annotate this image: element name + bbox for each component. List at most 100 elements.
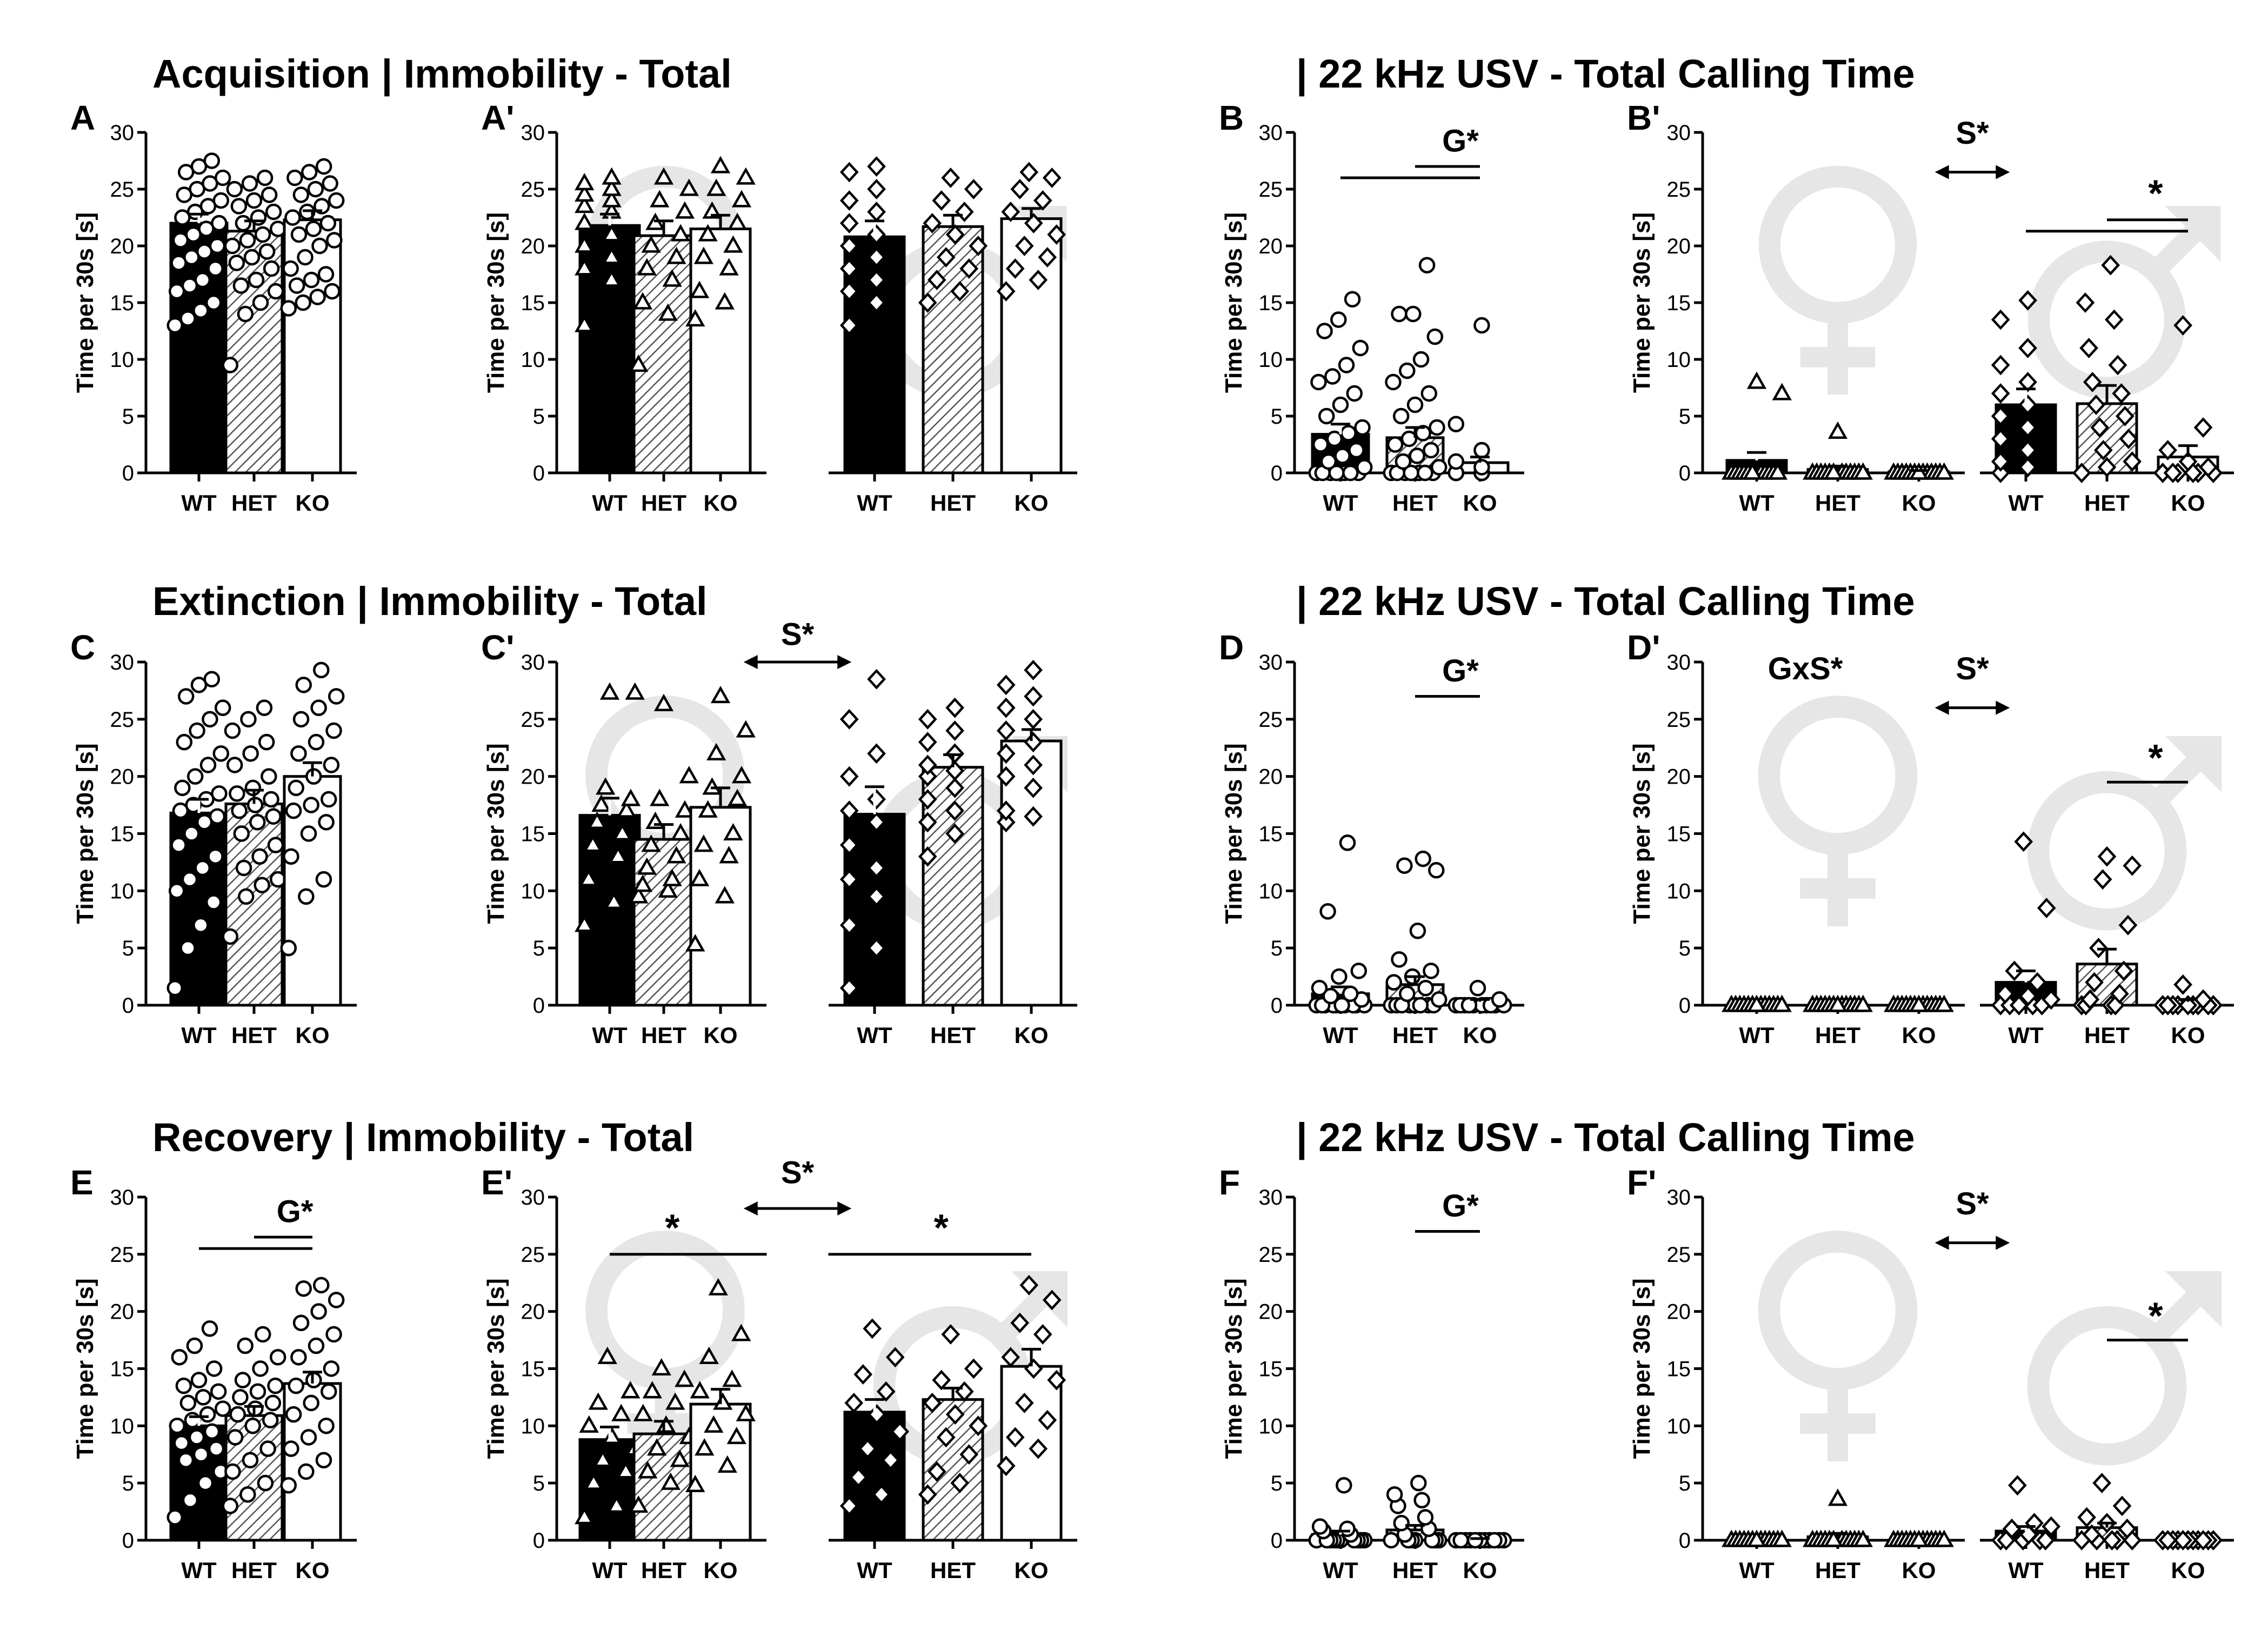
panel-label: A xyxy=(70,98,95,137)
y-tick-label: 5 xyxy=(533,405,545,429)
circle-marker-icon xyxy=(1311,980,1328,997)
circle-marker-icon xyxy=(258,733,275,751)
diamond-marker-icon xyxy=(2158,440,2177,460)
diamond-marker-icon xyxy=(918,292,937,313)
circle-marker-icon xyxy=(282,260,299,277)
circle-marker-icon xyxy=(269,871,286,888)
circle-marker-icon xyxy=(1395,453,1412,470)
circle-marker-icon xyxy=(1473,442,1490,459)
circle-marker-icon xyxy=(295,677,312,693)
circle-marker-icon xyxy=(1356,459,1373,476)
circle-marker-icon xyxy=(238,888,255,905)
circle-marker-icon xyxy=(309,289,326,305)
circle-marker-icon xyxy=(1310,373,1327,391)
y-tick-label: 5 xyxy=(122,937,134,960)
circle-marker-icon xyxy=(265,203,282,220)
circle-marker-icon xyxy=(234,1372,251,1388)
diamond-marker-icon xyxy=(839,315,859,336)
diamond-marker-icon xyxy=(839,162,859,183)
circle-marker-icon xyxy=(202,711,218,728)
x-tick-label: KO xyxy=(2171,1558,2205,1583)
x-tick-label: WT xyxy=(1323,1558,1358,1583)
y-tick-label: 5 xyxy=(533,937,545,960)
circle-marker-icon xyxy=(1426,328,1444,345)
panel-label: C' xyxy=(481,628,514,667)
diamond-marker-icon xyxy=(1015,1393,1034,1413)
diamond-marker-icon xyxy=(867,224,886,245)
circle-marker-icon xyxy=(205,294,222,311)
chart-panel-C2: C' Time per 30s [s] 0 5 10 15 20 25 30 WT HET KO WT H… xyxy=(481,617,1077,1048)
triangle-marker-icon xyxy=(713,1392,733,1410)
diamond-marker-icon xyxy=(932,190,951,211)
y-axis-label: Time per 30s [s] xyxy=(1220,212,1247,393)
circle-marker-icon xyxy=(230,198,248,215)
y-tick-label: 0 xyxy=(533,462,545,485)
triangle-marker-icon xyxy=(1772,994,1792,1012)
y-tick-label: 15 xyxy=(1667,291,1691,315)
y-tick-label: 30 xyxy=(1259,1186,1283,1209)
diamond-marker-icon xyxy=(1024,806,1043,827)
y-tick-label: 25 xyxy=(1667,178,1691,202)
circle-marker-icon xyxy=(300,1429,317,1446)
x-tick-label: HET xyxy=(641,1558,686,1583)
diamond-marker-icon xyxy=(2027,972,2047,993)
significance-label: S* xyxy=(781,1155,815,1191)
circle-marker-icon xyxy=(315,871,332,888)
diamond-marker-icon xyxy=(1991,383,2010,404)
circle-marker-icon xyxy=(1352,339,1369,357)
x-tick-label: KO xyxy=(1902,1023,1936,1048)
diamond-marker-icon xyxy=(2093,440,2113,460)
diamond-marker-icon xyxy=(964,1358,983,1379)
triangle-marker-icon xyxy=(731,1324,751,1341)
circle-marker-icon xyxy=(317,266,335,283)
triangle-marker-icon xyxy=(637,258,657,276)
circle-marker-icon xyxy=(211,785,228,802)
y-tick-label: 25 xyxy=(110,178,135,202)
circle-marker-icon xyxy=(1336,1477,1352,1494)
circle-marker-icon xyxy=(1406,396,1424,413)
circle-marker-icon xyxy=(209,237,226,255)
triangle-marker-icon xyxy=(708,1278,728,1295)
circle-marker-icon xyxy=(1348,442,1365,459)
diamond-marker-icon xyxy=(885,1347,905,1368)
diamond-marker-icon xyxy=(1991,451,2010,472)
y-axis-label: Time per 30s [s] xyxy=(72,212,98,393)
circle-marker-icon xyxy=(205,1360,223,1377)
y-tick-label: 15 xyxy=(1667,1358,1691,1381)
y-tick-label: 5 xyxy=(1679,405,1691,429)
diamond-marker-icon xyxy=(867,743,886,764)
y-tick-label: 25 xyxy=(110,1243,135,1267)
diamond-marker-icon xyxy=(2097,846,2117,867)
circle-marker-icon xyxy=(1413,1492,1430,1509)
triangle-marker-icon xyxy=(726,1426,746,1445)
diamond-marker-icon xyxy=(923,213,942,233)
circle-marker-icon xyxy=(171,1349,188,1366)
circle-marker-icon xyxy=(189,722,205,739)
x-tick-label: WT xyxy=(592,490,628,516)
diamond-marker-icon xyxy=(867,156,886,177)
triangle-marker-icon xyxy=(617,800,637,818)
circle-marker-icon xyxy=(285,1406,302,1423)
triangle-marker-icon xyxy=(1767,462,1788,480)
diamond-marker-icon xyxy=(941,1324,960,1345)
diamond-marker-icon xyxy=(839,709,859,730)
circle-marker-icon xyxy=(1423,442,1439,459)
triangle-marker-icon xyxy=(587,811,607,829)
y-tick-label: 10 xyxy=(1259,1414,1283,1438)
x-tick-label: WT xyxy=(2008,1023,2044,1048)
x-tick-label: KO xyxy=(1015,1023,1049,1048)
circle-marker-icon xyxy=(318,1418,335,1434)
y-axis-label: Time per 30s [s] xyxy=(1629,212,1655,393)
circle-marker-icon xyxy=(1383,1532,1400,1549)
diamond-marker-icon xyxy=(945,224,965,245)
triangle-marker-icon xyxy=(629,354,649,372)
triangle-marker-icon xyxy=(653,693,674,711)
chart-panel-F: F Time per 30s [s] 0 5 10 15 20 25 30 WT HET KO G* xyxy=(1219,1163,1524,1583)
diamond-marker-icon xyxy=(867,812,886,833)
diamond-marker-icon xyxy=(927,270,946,290)
triangle-marker-icon xyxy=(662,868,682,886)
triangle-marker-icon xyxy=(575,914,595,932)
bar xyxy=(1000,1365,1063,1542)
circle-marker-icon xyxy=(1332,396,1349,413)
x-tick-label: WT xyxy=(1739,1558,1775,1583)
